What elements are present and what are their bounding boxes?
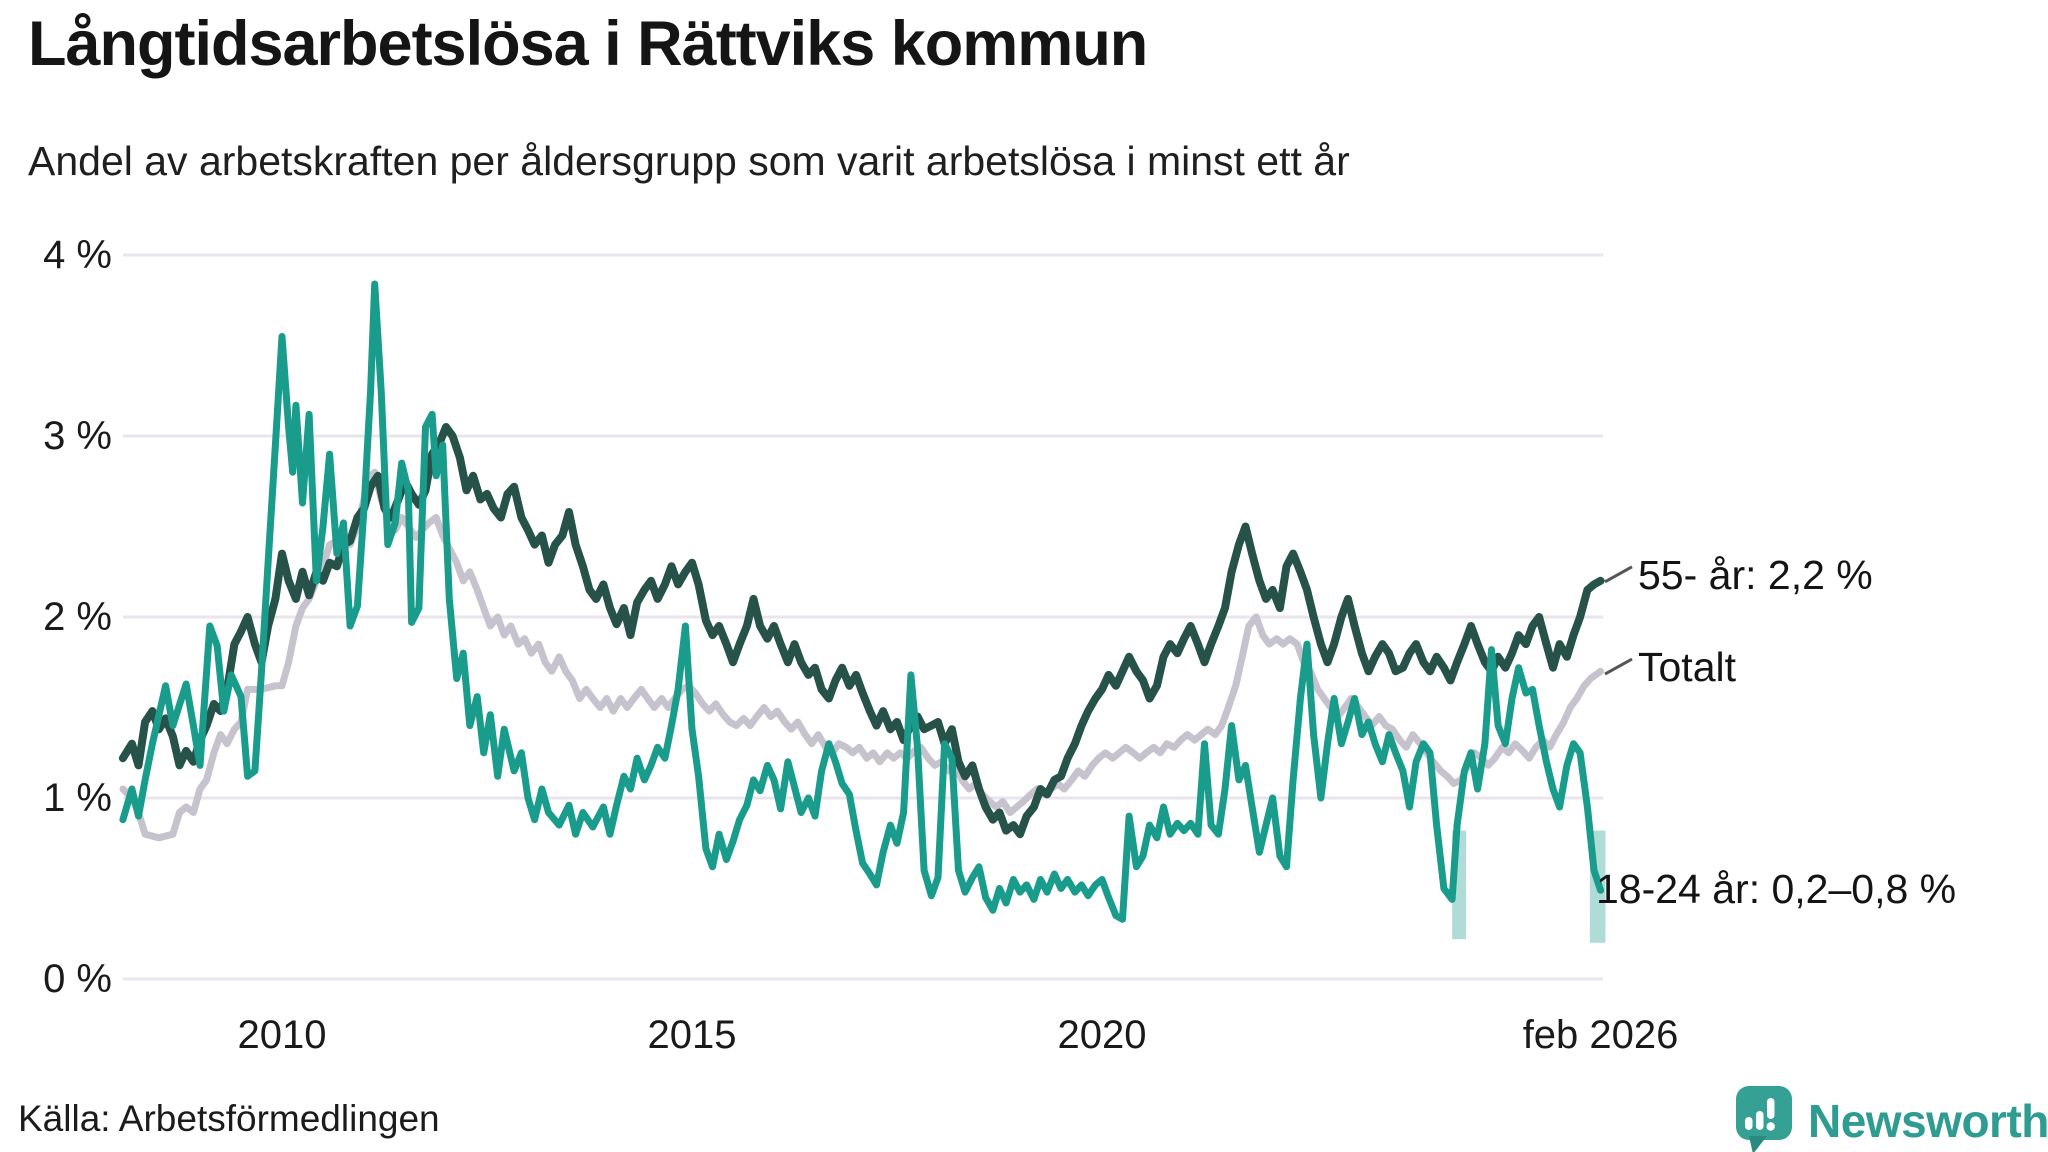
series-label: Totalt xyxy=(1638,644,1736,691)
series-label: 55- år: 2,2 % xyxy=(1638,551,1873,598)
chart-subtitle: Andel av arbetskraften per åldersgrupp s… xyxy=(28,138,1350,184)
newsworthy-wordmark: Newsworthy xyxy=(1808,1095,2048,1147)
x-axis-tick-label: 2020 xyxy=(1057,1013,1147,1057)
x-axis-tick-label: 2010 xyxy=(237,1013,327,1057)
x-axis-tick-label: 2015 xyxy=(647,1013,737,1057)
series-line-55-r xyxy=(118,423,1605,839)
y-axis-tick-label: 0 % xyxy=(43,957,112,1001)
series-line-18-24-r xyxy=(119,280,1605,923)
source-note: Källa: Arbetsförmedlingen xyxy=(18,1098,440,1139)
annotation-connector xyxy=(1604,565,1633,584)
page-title: Långtidsarbetslösa i Rättviks kommun xyxy=(28,9,1148,79)
annotation-connector xyxy=(1604,657,1633,676)
newsworthy-logo: Newsworthy xyxy=(1736,1086,2048,1152)
y-axis-tick-label: 3 % xyxy=(43,414,112,458)
series-label: 18-24 år: 0,2–0,8 % xyxy=(1596,865,1957,912)
x-axis-tick-label: feb 2026 xyxy=(1522,1013,1679,1057)
y-axis-tick-label: 4 % xyxy=(43,233,112,277)
y-axis-tick-label: 1 % xyxy=(43,776,112,820)
y-axis-tick-label: 2 % xyxy=(43,595,112,639)
newsworthy-icon xyxy=(1736,1086,1792,1152)
